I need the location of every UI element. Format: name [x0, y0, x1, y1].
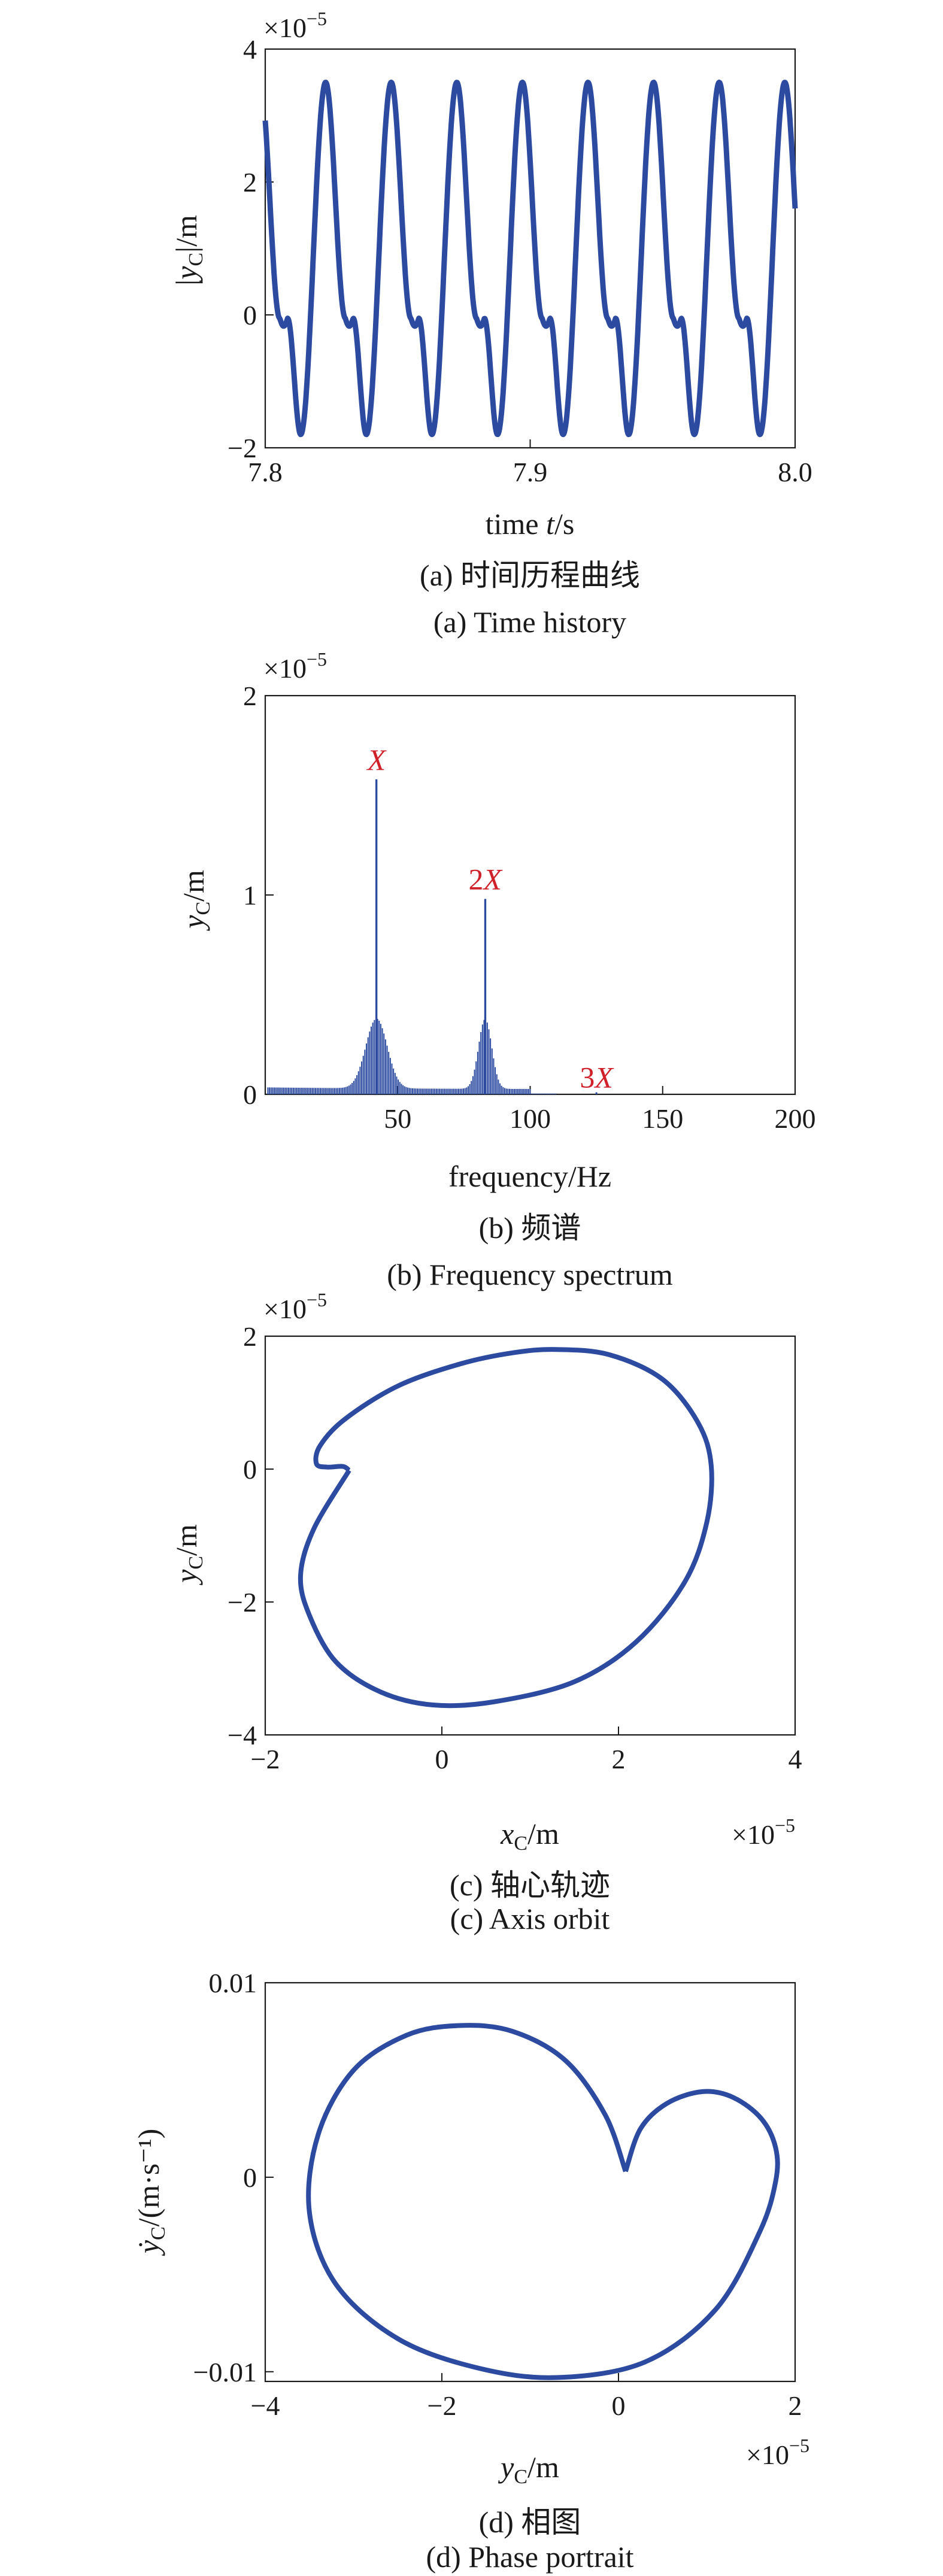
x-axis-label: time t/s — [486, 507, 575, 541]
axes-frame — [264, 694, 796, 1096]
caption-zh: (a) 时间历程曲线 — [420, 559, 640, 592]
series-line-yC — [262, 80, 798, 438]
plot-area-c: −2 0 2 4−4−202 — [228, 1321, 802, 1774]
y-tick-label: 4 — [243, 34, 257, 65]
y-exponent-label: ×10−5 — [263, 648, 327, 684]
x-tick-label: 0 — [435, 1744, 449, 1774]
caption-zh: (d) 相图 — [479, 2505, 581, 2539]
y-tick-label: 0 — [243, 300, 257, 330]
y-tick-label: 2 — [243, 681, 257, 711]
chart-time-history: 7.8 7.9 8.0 −2 0 2 4 ×10−5 time t/s |yC|/m (a)… — [169, 8, 812, 639]
x-tick-label: 7.9 — [513, 457, 548, 487]
x-axis-label: yC/m — [498, 2450, 559, 2488]
y-axis-label: yC/m — [177, 870, 214, 932]
x-exponent-label: ×10−5 — [746, 2435, 809, 2470]
y-tick-label: −4 — [228, 1720, 257, 1750]
caption-en: (a) Time history — [433, 605, 626, 639]
phase-curve — [306, 2023, 780, 2380]
plot-area-d: −4 −2 0 2 −0.01 0 0.01 — [193, 1968, 802, 2421]
x-tick-label: 8.0 — [778, 457, 812, 487]
x-exponent-label: ×10−5 — [732, 1815, 795, 1850]
x-tick-label: 200 — [775, 1103, 816, 1134]
y-tick-label: 0.01 — [209, 1968, 257, 1998]
caption-en: (b) Frequency spectrum — [387, 1258, 673, 1291]
axes-frame — [264, 1335, 796, 1736]
x-tick-label: 0 — [612, 2390, 626, 2421]
caption-zh: (b) 频谱 — [479, 1211, 581, 1245]
x-tick-label: −4 — [251, 2390, 280, 2421]
y-tick-label: 0 — [243, 1079, 257, 1110]
x-tick-label: 7.8 — [248, 457, 283, 487]
peak-label: X — [366, 743, 387, 776]
x-tick-label: −2 — [251, 1744, 280, 1774]
y-tick-label: −2 — [228, 1587, 257, 1618]
x-tick-label: 100 — [510, 1103, 551, 1134]
x-tick-label: 2 — [789, 2390, 802, 2421]
y-exponent-label: ×10−5 — [263, 1289, 327, 1324]
x-tick-label: 2 — [612, 1744, 626, 1774]
y-tick-label: −0.01 — [193, 2357, 257, 2387]
chart-phase-portrait: −4 −2 0 2 −0.01 0 0.01 ×10−5 yC/m ẏC/(m·s⁻¹) (… — [132, 1968, 809, 2574]
caption-en: (c) Axis orbit — [450, 1902, 610, 1935]
y-tick-label: 0 — [243, 2162, 257, 2193]
y-tick-label: 2 — [243, 1321, 257, 1352]
plot-area-a: 7.8 7.9 8.0 −2 0 2 4 — [228, 34, 812, 487]
peak-label: 2X — [469, 863, 504, 896]
y-tick-label: 2 — [243, 167, 257, 198]
caption-en: (d) Phase portrait — [426, 2540, 633, 2574]
chart-axis-orbit: −2 0 2 4−4−202 ×10−5 ×10−5 xC/m yC/m (c) 轴心… — [169, 1289, 802, 1935]
x-tick-label: −2 — [427, 2390, 457, 2421]
y-axis-label: ẏC/(m·s⁻¹) — [132, 2129, 169, 2256]
caption-zh: (c) 轴心轨迹 — [450, 1868, 610, 1902]
axes-frame — [264, 1982, 796, 2383]
x-tick-label: 50 — [384, 1103, 411, 1134]
y-tick-label: 1 — [243, 880, 257, 911]
x-axis-label: frequency/Hz — [448, 1160, 611, 1193]
x-tick-label: 150 — [642, 1103, 683, 1134]
y-tick-label: −2 — [228, 433, 257, 463]
x-axis-label: xC/m — [500, 1817, 559, 1855]
y-tick-label: 0 — [243, 1454, 257, 1485]
y-axis-label: yC/m — [169, 1524, 207, 1586]
x-tick-label: 4 — [789, 1744, 802, 1774]
y-axis-label: |yC|/m — [169, 215, 207, 286]
orbit-curve — [298, 1347, 714, 1709]
peak-label: 3X — [580, 1061, 614, 1094]
y-exponent-label: ×10−5 — [263, 8, 327, 43]
